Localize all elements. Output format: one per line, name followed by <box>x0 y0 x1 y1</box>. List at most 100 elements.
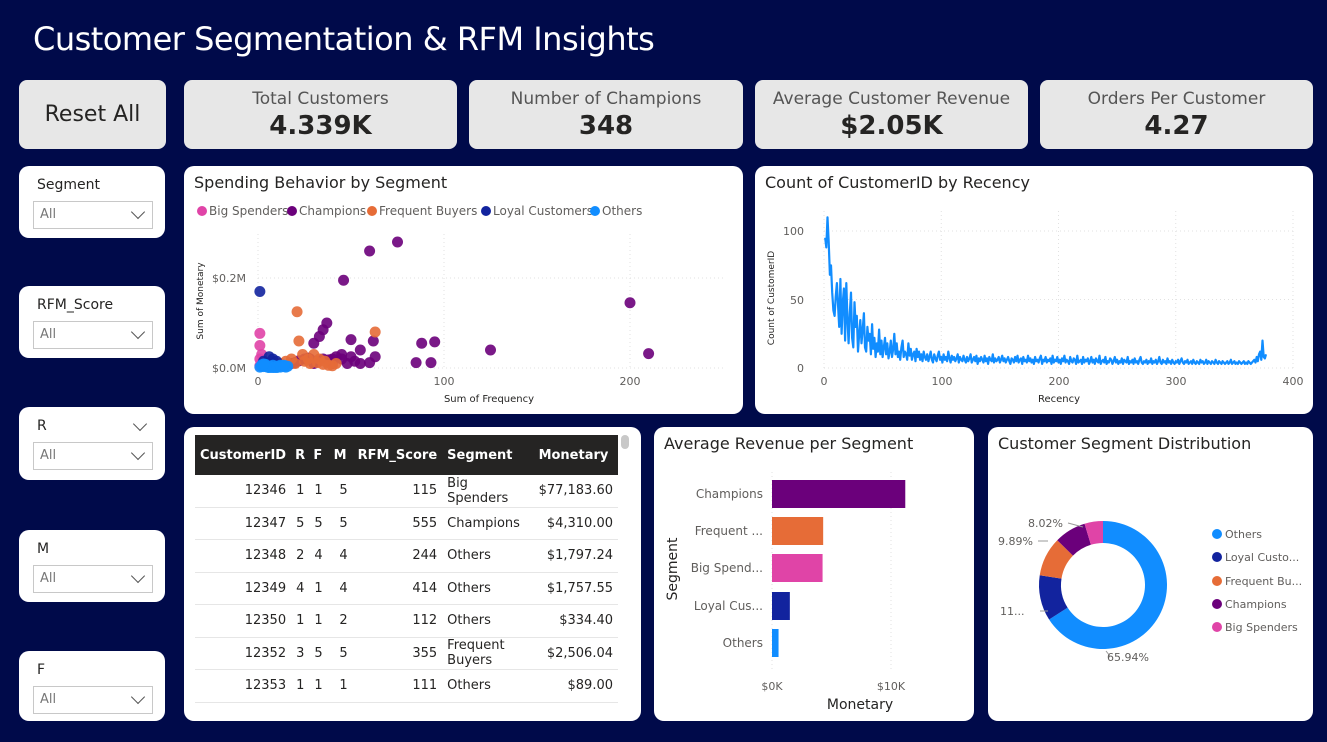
scatter-point <box>354 358 366 369</box>
table-cell: Big Spenders <box>442 475 534 508</box>
x-tick-label: 200 <box>1049 375 1070 388</box>
recency-line-chart[interactable]: 0 100 200 300 400 0 50 100 Recency Count… <box>755 166 1313 414</box>
scatter-points <box>254 236 655 374</box>
chart-title: Count of CustomerID by Recency <box>765 173 1030 192</box>
x-axis-label: Sum of Frequency <box>444 394 534 405</box>
table-cell: 12347 <box>195 507 292 540</box>
dropdown-value: All <box>40 692 57 707</box>
table-row[interactable]: 12349 4 1 4 414 Others $1,757.55 <box>195 572 618 605</box>
scatter-point <box>364 245 376 257</box>
kpi-label: Total Customers <box>252 89 389 109</box>
column-header[interactable]: Monetary <box>533 435 618 475</box>
table-row[interactable]: 12352 3 5 5 355 Frequent Buyers $2,506.04 <box>195 637 618 670</box>
donut-slice <box>1057 523 1091 556</box>
table-cell: 111 <box>352 669 443 703</box>
column-header[interactable]: RFM_Score <box>352 435 443 475</box>
scatter-chart-card: Spending Behavior by Segment Big Spender… <box>184 166 743 414</box>
table-cell: 12349 <box>195 572 292 605</box>
kpi-number-of-champions: Number of Champions 348 <box>469 80 743 149</box>
legend-label: Loyal Customers <box>493 204 593 218</box>
slicer-collapse-chevron-icon[interactable] <box>132 416 148 432</box>
y-axis-label: Count of CustomerID <box>767 251 777 345</box>
scatter-point <box>416 337 428 349</box>
f-dropdown[interactable]: All <box>33 686 153 714</box>
table-cell: 3 <box>291 637 310 670</box>
table-cell: Others <box>442 539 534 573</box>
scatter-point <box>410 357 422 369</box>
data-label: 65.94% <box>1107 651 1149 664</box>
donut-slice <box>1039 540 1073 579</box>
table-cell: 5 <box>291 507 310 540</box>
scatter-point <box>254 286 266 297</box>
scatter-point <box>321 317 333 329</box>
table-row[interactable]: 12346 1 1 5 115 Big Spenders $77,183.60 <box>195 475 618 508</box>
bar <box>772 629 779 657</box>
slicer-f: F All <box>19 651 165 721</box>
rfm-score-dropdown[interactable]: All <box>33 321 153 349</box>
legend-marker <box>1212 599 1222 609</box>
table-cell: Champions <box>442 507 534 540</box>
table-cell: 12346 <box>195 475 292 508</box>
bar-chart[interactable]: Champions Frequent ... Big Spend... Loyal C… <box>654 427 974 721</box>
scatter-point <box>338 274 350 286</box>
y-tick-label: 50 <box>790 294 804 307</box>
table-cell: Others <box>442 604 534 638</box>
legend-label: Big Spenders <box>209 204 288 218</box>
slicer-rfm-score: RFM_Score All <box>19 286 165 358</box>
chart-title: Customer Segment Distribution <box>998 434 1252 453</box>
slicer-label: RFM_Score <box>37 297 114 313</box>
table-cell: 244 <box>352 539 443 573</box>
table-cell: 2 <box>291 539 310 573</box>
chart-legend: Others Loyal Custo... Frequent Bu... Champi… <box>1212 528 1302 634</box>
scatter-point <box>254 327 266 339</box>
table-cell: 1 <box>327 669 353 703</box>
table-cell: Frequent Buyers <box>442 637 534 670</box>
r-dropdown[interactable]: All <box>33 442 153 470</box>
chevron-down-icon <box>130 204 146 220</box>
x-axis-label: Recency <box>1038 394 1080 405</box>
slicer-r: R All <box>19 407 165 480</box>
table-cell: 555 <box>352 507 443 540</box>
legend-marker <box>1212 552 1222 562</box>
scatter-point <box>330 358 342 369</box>
scatter-chart[interactable]: Big Spenders Champions Frequent Buyers Loya… <box>184 166 743 414</box>
kpi-average-customer-revenue: Average Customer Revenue $2.05K <box>755 80 1028 149</box>
x-tick-label: 0 <box>255 375 262 388</box>
segment-dropdown[interactable]: All <box>33 201 153 229</box>
column-header[interactable]: Segment <box>442 435 534 475</box>
table-cell: $2,506.04 <box>533 637 618 670</box>
x-tick-label: 100 <box>434 375 455 388</box>
table-row[interactable]: 12350 1 1 2 112 Others $334.40 <box>195 604 618 638</box>
legend-marker <box>287 206 297 216</box>
table-row[interactable]: 12347 5 5 5 555 Champions $4,310.00 <box>195 507 618 540</box>
bar-category-label: Big Spend... <box>691 561 763 575</box>
table-row[interactable]: 12348 2 4 4 244 Others $1,797.24 <box>195 539 618 573</box>
scatter-point <box>624 297 636 309</box>
bar-category-label: Champions <box>696 487 763 501</box>
scatter-point <box>643 348 655 360</box>
column-header[interactable]: CustomerID <box>195 435 292 475</box>
reset-all-button[interactable]: Reset All <box>19 80 166 149</box>
x-axis-label: Monetary <box>827 697 893 713</box>
donut-slice <box>1049 521 1167 649</box>
column-header[interactable]: R <box>291 435 310 475</box>
table-cell: 4 <box>291 572 310 605</box>
scatter-point <box>293 335 305 347</box>
legend-label: Others <box>602 204 642 218</box>
scatter-point <box>254 340 266 351</box>
x-tick-label: 300 <box>1166 375 1187 388</box>
column-header[interactable]: F <box>309 435 328 475</box>
table-scrollbar[interactable] <box>621 435 629 449</box>
column-header[interactable]: M <box>327 435 353 475</box>
kpi-orders-per-customer: Orders Per Customer 4.27 <box>1040 80 1313 149</box>
scatter-point <box>302 353 314 365</box>
y-tick-label: 0 <box>797 362 804 375</box>
table-row[interactable]: 12353 1 1 1 111 Others $89.00 <box>195 669 618 703</box>
kpi-label: Number of Champions <box>510 89 702 109</box>
kpi-label: Average Customer Revenue <box>772 89 1011 109</box>
table-cell: 4 <box>327 572 353 605</box>
m-dropdown[interactable]: All <box>33 565 153 593</box>
y-axis-label: Segment <box>665 537 681 601</box>
legend-marker <box>1212 622 1222 632</box>
donut-chart[interactable]: Others Loyal Custo... Frequent Bu... Champi… <box>988 427 1313 721</box>
